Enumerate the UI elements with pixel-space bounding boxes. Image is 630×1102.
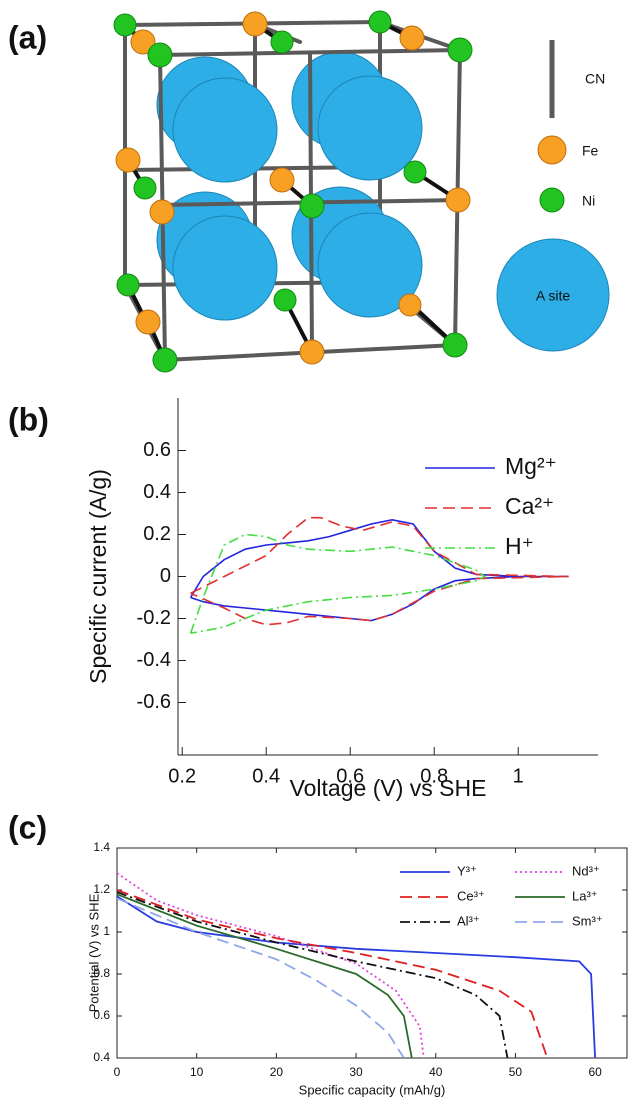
y-tick-label: 0.8 <box>93 966 110 980</box>
x-tick-label: 0.2 <box>168 765 196 787</box>
legend-label: CN <box>585 71 605 87</box>
legend-label: Ca²⁺ <box>505 493 554 519</box>
x-tick-label: 0.8 <box>420 765 448 787</box>
legend-label: Nd³⁺ <box>572 863 600 878</box>
y-tick-label: 0.4 <box>143 481 171 503</box>
x-tick-label: 60 <box>588 1065 602 1079</box>
y-tick-label: 0.2 <box>143 523 171 545</box>
x-tick-label: 0.6 <box>336 765 364 787</box>
x-axis-title: Voltage (V) vs SHE <box>290 775 487 801</box>
data-line <box>117 872 425 1058</box>
y-tick-label: -0.6 <box>137 691 171 713</box>
x-axis-title: Specific capacity (mAh/g) <box>299 1082 446 1097</box>
legend-label: Ni <box>582 193 595 209</box>
y-tick-label: -0.4 <box>137 649 171 671</box>
atoms <box>113 10 473 373</box>
x-tick-label: 40 <box>429 1065 443 1079</box>
y-tick-label: 0.6 <box>143 439 171 461</box>
data-line <box>117 893 413 1058</box>
x-tick-label: 10 <box>190 1065 204 1079</box>
legend-label: Mg²⁺ <box>505 453 557 479</box>
y-tick-label: 1 <box>103 924 110 938</box>
x-tick-label: 20 <box>270 1065 284 1079</box>
legend-label: H⁺ <box>505 533 534 559</box>
x-tick-label: 0 <box>114 1065 121 1079</box>
y-axis-title: Potential (V) vs SHE <box>86 893 101 1012</box>
x-tick-label: 50 <box>509 1065 523 1079</box>
legend-label: Al³⁺ <box>457 913 480 928</box>
legend-label: Fe <box>582 143 599 159</box>
data-line <box>190 516 569 626</box>
legend-label: Y³⁺ <box>457 863 477 878</box>
panel-label: (a) <box>8 19 47 55</box>
y-tick-label: 0 <box>160 565 171 587</box>
x-tick-label: 30 <box>349 1065 363 1079</box>
data-line <box>117 889 549 1058</box>
chart-panel: (c) 0.4 0.6 0.8 1 1.2 1.4 0 10 20 30 40 50 60 Specific… <box>8 809 628 1097</box>
y-tick-label: -0.2 <box>137 607 171 629</box>
y-tick-label: 1.2 <box>93 882 110 896</box>
legend-label: La³⁺ <box>572 888 598 903</box>
data-line <box>189 533 487 634</box>
data-line <box>117 891 509 1058</box>
a-sites <box>156 51 423 321</box>
panel-label: (b) <box>8 401 49 437</box>
panel-label: (c) <box>8 809 47 845</box>
data-line <box>117 895 596 1058</box>
legend-label: A site <box>536 288 570 304</box>
data-line <box>189 518 569 622</box>
plot-frame <box>116 847 628 1059</box>
crystal-legend: CN Fe Ni A site <box>496 40 610 352</box>
legend-label: Ce³⁺ <box>457 888 485 903</box>
legend-label: Sm³⁺ <box>572 913 603 928</box>
y-axis-title: Specific current (A/g) <box>85 469 111 684</box>
y-tick-label: 0.6 <box>93 1008 110 1022</box>
x-tick-label: 0.4 <box>252 765 280 787</box>
x-tick-label: 1 <box>513 765 524 787</box>
chart-panel: (b) -0.6 -0.4 -0.2 0 0.2 0.4 0.6 0.2 0.4 0.6 0.8 1 Vo… <box>8 398 598 801</box>
crystal-panel: (a) <box>8 10 610 373</box>
y-tick-label: 0.4 <box>93 1050 110 1064</box>
y-tick-label: 1.4 <box>93 840 110 854</box>
